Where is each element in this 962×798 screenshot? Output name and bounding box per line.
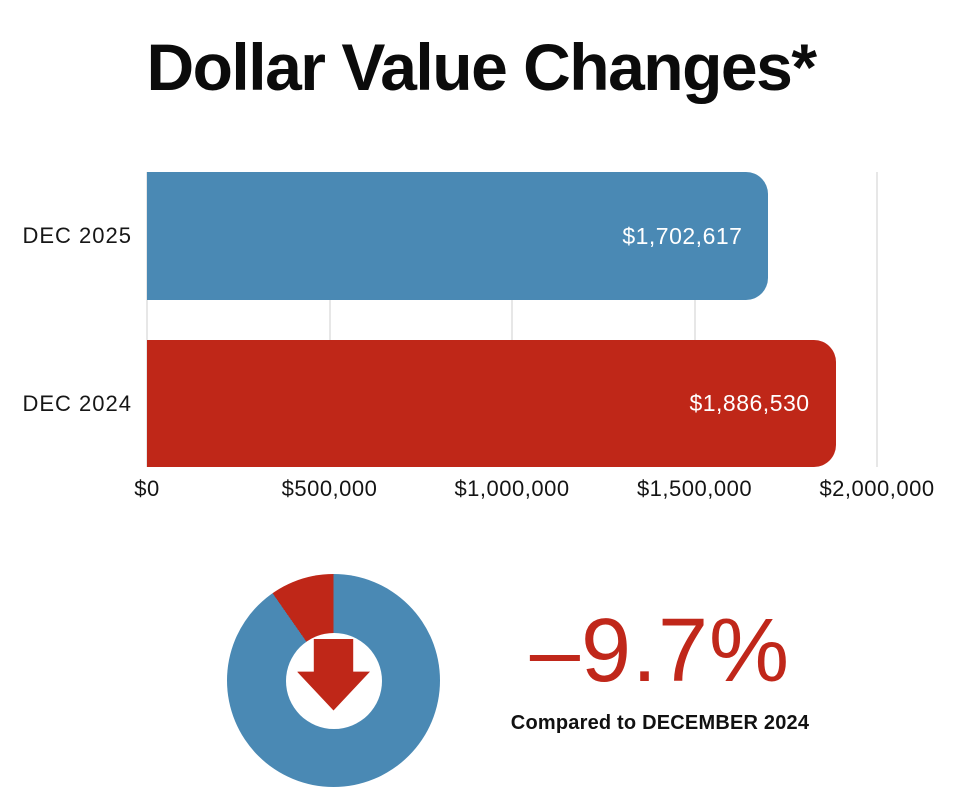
x-axis: $0 $500,000 $1,000,000 $1,500,000 $2,000,000 bbox=[134, 476, 934, 508]
chart-gridlines bbox=[146, 172, 878, 467]
bar-dec-2025: $1,702,617 bbox=[147, 172, 769, 300]
x-tick-label: $2,000,000 bbox=[819, 476, 935, 501]
comparison-caption: Compared to DECEMBER 2024 bbox=[510, 712, 810, 734]
gridline bbox=[511, 172, 513, 467]
percent-change: –9.7% bbox=[529, 601, 791, 701]
x-tick-label: $0 bbox=[134, 476, 160, 501]
bar-dec-2024: $1,886,530 bbox=[147, 340, 836, 467]
donut-chart bbox=[227, 574, 440, 787]
bar-label-dec-2025: DEC 2025 bbox=[22, 223, 132, 248]
plot-area: $1,702,617 $1,886,530 bbox=[146, 172, 878, 467]
gridline bbox=[876, 172, 878, 467]
donut-hole bbox=[285, 632, 382, 729]
bar-value-dec-2024: $1,886,530 bbox=[689, 390, 810, 416]
gridline bbox=[328, 172, 331, 467]
x-tick-label: $1,500,000 bbox=[636, 476, 753, 501]
x-tick-label: $500,000 bbox=[281, 476, 378, 501]
page-title: Dollar Value Changes* bbox=[146, 30, 817, 104]
gridline bbox=[693, 172, 696, 467]
bar-label-dec-2024: DEC 2024 bbox=[22, 390, 132, 416]
down-arrow-icon bbox=[297, 638, 370, 711]
x-tick-label: $1,000,000 bbox=[454, 476, 570, 501]
gridline bbox=[146, 172, 148, 467]
bar-value-dec-2025: $1,702,617 bbox=[622, 222, 743, 249]
